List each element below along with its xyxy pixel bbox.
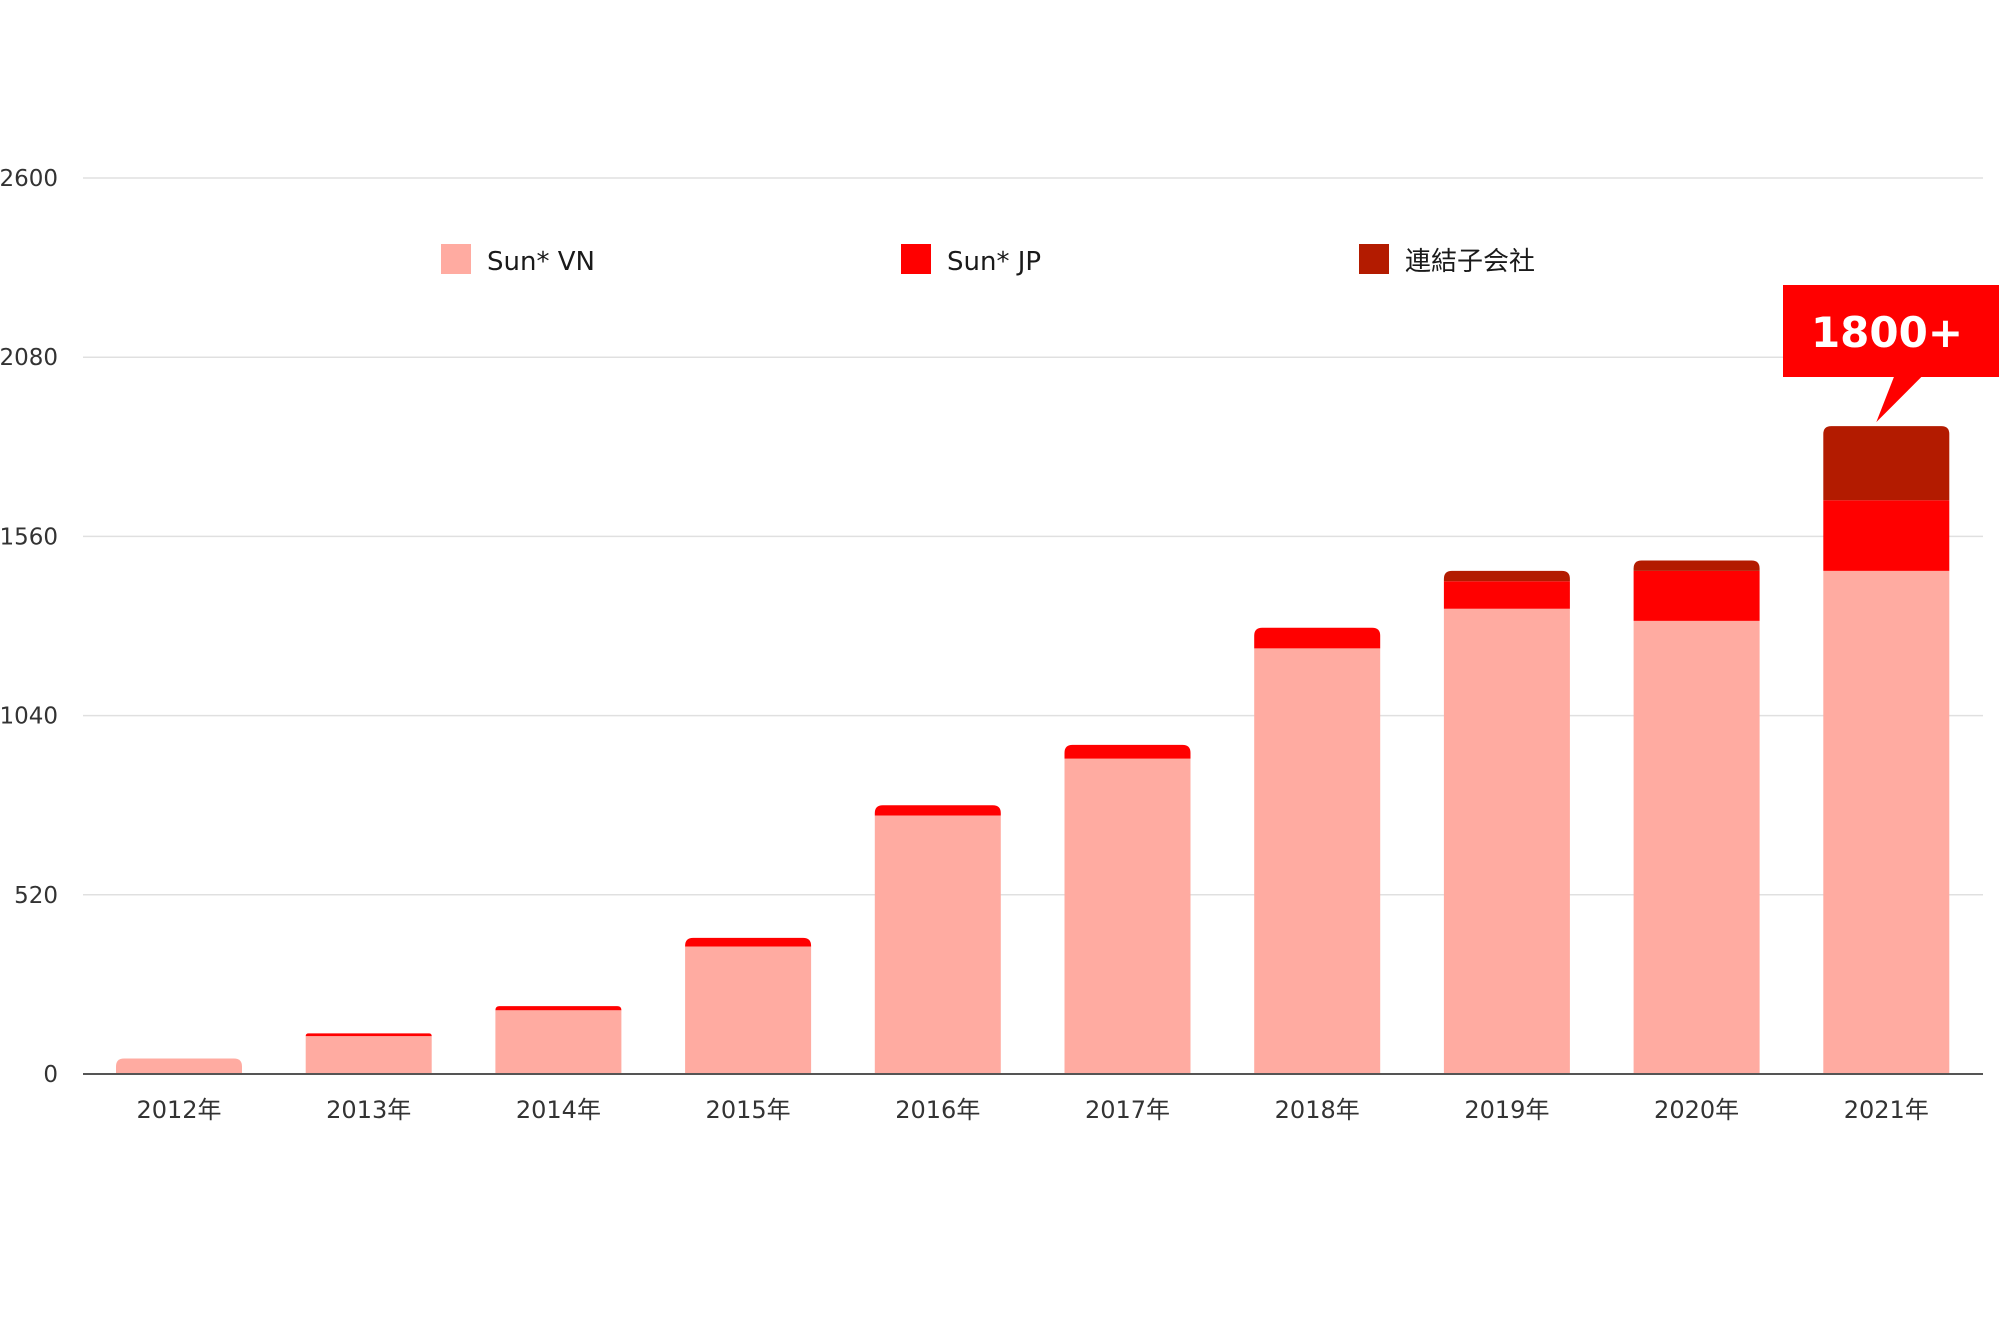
x-tick-label: 2017年 xyxy=(1085,1096,1170,1124)
x-tick-label: 2012年 xyxy=(136,1096,221,1124)
bar-segment-sun-jp-2018年 xyxy=(1254,627,1381,649)
bars xyxy=(116,426,1950,1074)
legend-swatch xyxy=(1359,244,1389,274)
y-tick-label: 520 xyxy=(14,883,58,909)
bar-segment-sun-jp-2021年 xyxy=(1823,500,1950,571)
y-tick-label: 2600 xyxy=(0,166,58,192)
x-tick-label: 2020年 xyxy=(1654,1096,1739,1124)
bar-segment-sun-jp-2013年 xyxy=(305,1033,432,1037)
bar-segment-sun-vn-2017年 xyxy=(1064,758,1191,1074)
bar-segment-sun-vn-2016年 xyxy=(874,815,1001,1074)
bar-segment--2020年 xyxy=(1633,560,1760,571)
x-tick-label: 2014年 xyxy=(516,1096,601,1124)
legend-label: 連結子会社 xyxy=(1405,247,1535,277)
bar-segment-sun-vn-2021年 xyxy=(1823,570,1950,1074)
bar-segment-sun-vn-2013年 xyxy=(305,1036,432,1074)
bar-segment-sun-jp-2016年 xyxy=(874,805,1001,816)
legend: Sun* VN Sun* JP 連結子会社 xyxy=(441,244,1535,277)
annotation-callout: 1800+ xyxy=(1783,285,1999,423)
x-tick-label: 2019年 xyxy=(1464,1096,1549,1124)
bar-segment-sun-vn-2012年 xyxy=(116,1058,242,1074)
x-tick-label: 2018年 xyxy=(1275,1096,1360,1124)
legend-label: Sun* JP xyxy=(947,247,1041,277)
legend-item: Sun* VN xyxy=(441,244,595,277)
bar-segment-sun-jp-2017年 xyxy=(1064,744,1191,759)
legend-item: Sun* JP xyxy=(901,244,1041,277)
legend-label: Sun* VN xyxy=(487,247,595,277)
callout-pointer xyxy=(1876,376,1923,423)
y-axis-ticks: 0 520 1040 1560 2080 2600 xyxy=(0,166,58,1088)
y-tick-label: 0 xyxy=(43,1062,58,1088)
callout-text: 1800+ xyxy=(1811,308,1963,357)
bar-segment-sun-vn-2015年 xyxy=(685,946,812,1074)
bar-segment-sun-vn-2018年 xyxy=(1254,648,1381,1074)
bar-segment-sun-vn-2020年 xyxy=(1633,620,1760,1074)
bar-segment-sun-jp-2020年 xyxy=(1633,570,1760,621)
bar-segment-sun-vn-2014年 xyxy=(495,1010,622,1074)
bar-segment-sun-vn-2019年 xyxy=(1443,608,1570,1074)
x-tick-label: 2015年 xyxy=(706,1096,791,1124)
y-tick-label: 1040 xyxy=(0,704,58,730)
bar-segment--2019年 xyxy=(1443,570,1570,582)
x-tick-label: 2013年 xyxy=(326,1096,411,1124)
callout-box xyxy=(1783,285,1999,377)
bar-segment-sun-jp-2014年 xyxy=(495,1006,622,1011)
x-axis-ticks: 2012年 2013年 2014年 2015年 2016年 2017年 2018年 2019年… xyxy=(136,1096,1928,1124)
y-tick-label: 1560 xyxy=(0,524,58,550)
bar-segment--2021年 xyxy=(1823,426,1950,501)
y-tick-label: 2080 xyxy=(0,345,58,371)
legend-item: 連結子会社 xyxy=(1359,244,1535,277)
bar-segment-sun-jp-2019年 xyxy=(1443,581,1570,609)
legend-swatch xyxy=(441,244,471,274)
x-tick-label: 2016年 xyxy=(895,1096,980,1124)
legend-swatch xyxy=(901,244,931,274)
x-tick-label: 2021年 xyxy=(1844,1096,1929,1124)
bar-segment-sun-jp-2015年 xyxy=(685,937,812,947)
